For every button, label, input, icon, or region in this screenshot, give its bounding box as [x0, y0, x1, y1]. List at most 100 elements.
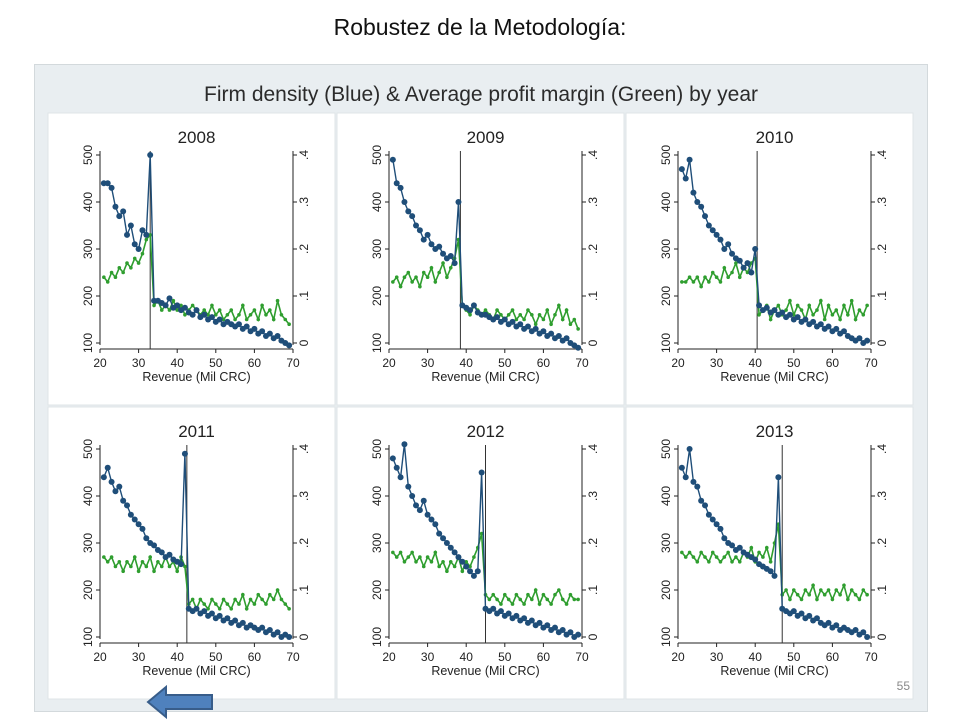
- x-axis-label: Revenue (Mil CRC): [720, 370, 828, 384]
- margin-point: [819, 298, 823, 303]
- density-point: [825, 619, 832, 626]
- y-tick-label-right: .2: [586, 538, 600, 548]
- margin-point: [553, 313, 557, 317]
- x-tick-label: 20: [671, 650, 685, 664]
- density-point: [274, 332, 281, 339]
- y-tick-label-left: 500: [370, 145, 384, 165]
- density-point: [104, 180, 111, 187]
- density-point: [536, 619, 543, 626]
- margin-point: [703, 555, 707, 559]
- density-point: [416, 507, 423, 514]
- x-tick-label: 50: [209, 650, 223, 664]
- margin-point: [830, 597, 835, 602]
- margin-point: [275, 298, 280, 303]
- density-point: [705, 511, 712, 518]
- density-point: [432, 521, 439, 528]
- margin-point: [448, 560, 453, 564]
- y-tick-label-left: 200: [81, 286, 95, 306]
- density-point: [131, 516, 138, 523]
- density-point: [143, 231, 150, 238]
- density-point: [509, 318, 516, 325]
- density-point: [833, 325, 840, 332]
- density-point: [709, 227, 716, 234]
- margin-point: [109, 555, 114, 559]
- margin-point: [834, 308, 839, 312]
- margin-point: [279, 313, 284, 317]
- margin-point: [757, 313, 761, 317]
- density-point: [713, 231, 720, 238]
- margin-point: [202, 308, 207, 312]
- density-point: [401, 199, 408, 205]
- density-point: [413, 222, 420, 229]
- density-point: [798, 610, 805, 617]
- margin-point: [761, 555, 765, 559]
- margin-point: [568, 322, 573, 327]
- y-tick-label-right: .4: [875, 444, 889, 454]
- x-tick-label: 60: [826, 650, 840, 664]
- density-point: [860, 629, 867, 636]
- density-point: [478, 469, 485, 476]
- x-tick-label: 70: [575, 356, 589, 370]
- y-tick-label-left: 100: [370, 333, 384, 353]
- margin-point: [491, 592, 496, 597]
- density-point: [756, 302, 763, 309]
- panel-background: [625, 406, 914, 700]
- margin-point: [437, 270, 441, 275]
- x-tick-label: 70: [864, 650, 878, 664]
- margin-point: [237, 313, 241, 317]
- margin-point: [256, 317, 261, 322]
- margin-point: [695, 560, 700, 564]
- margin-point: [792, 313, 796, 317]
- density-point: [864, 337, 871, 344]
- density-point: [443, 540, 450, 546]
- y-tick-label-right: .3: [875, 197, 889, 207]
- margin-point: [287, 322, 291, 327]
- density-point: [559, 626, 566, 633]
- margin-point: [144, 237, 149, 242]
- margin-point: [506, 313, 511, 317]
- margin-point: [487, 597, 492, 602]
- density-point: [424, 511, 431, 518]
- margin-point: [136, 261, 141, 265]
- margin-point: [217, 308, 222, 312]
- margin-point: [757, 550, 761, 555]
- margin-point: [445, 569, 449, 573]
- margin-point: [683, 280, 688, 284]
- density-point: [266, 626, 273, 633]
- left-arrow-icon[interactable]: [146, 684, 216, 720]
- margin-point: [526, 308, 530, 312]
- margin-point: [826, 588, 831, 592]
- density-point: [521, 615, 528, 622]
- x-tick-label: 30: [132, 356, 146, 370]
- margin-point: [425, 555, 430, 559]
- margin-point: [530, 597, 534, 602]
- margin-point: [225, 313, 230, 317]
- density-point: [251, 325, 258, 332]
- margin-point: [576, 597, 580, 602]
- density-point: [748, 269, 755, 276]
- margin-point: [159, 564, 164, 569]
- density-point: [127, 511, 134, 518]
- margin-point: [807, 303, 812, 308]
- density-point: [428, 516, 435, 523]
- y-tick-label-right: .3: [297, 491, 311, 501]
- margin-point: [861, 588, 866, 592]
- y-tick-label-left: 300: [659, 533, 673, 553]
- density-point: [181, 304, 188, 311]
- x-axis-label: Revenue (Mil CRC): [142, 664, 250, 678]
- density-point: [112, 203, 119, 210]
- margin-point: [822, 592, 827, 597]
- margin-point: [425, 275, 430, 280]
- margin-point: [707, 560, 711, 564]
- margin-point: [241, 592, 245, 597]
- density-point: [120, 497, 127, 504]
- margin-point: [838, 317, 842, 322]
- density-point: [786, 311, 793, 318]
- margin-point: [510, 308, 515, 312]
- density-point: [174, 302, 181, 309]
- margin-point: [206, 313, 210, 317]
- density-point: [216, 612, 223, 619]
- density-point: [181, 450, 188, 457]
- margin-point: [468, 313, 472, 317]
- margin-point: [718, 280, 723, 284]
